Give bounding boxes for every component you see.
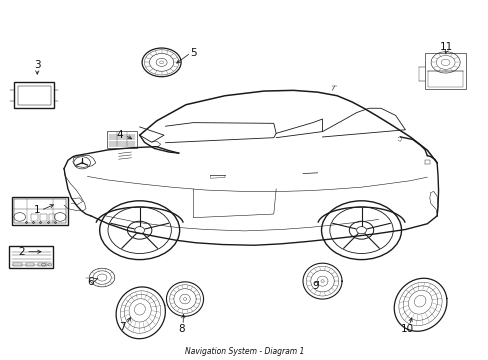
Bar: [31, 214, 38, 221]
Bar: [25, 263, 34, 266]
Text: 2: 2: [18, 247, 24, 257]
Text: 10: 10: [401, 324, 413, 334]
Bar: [13, 263, 22, 266]
Bar: [38, 263, 46, 266]
Text: 11: 11: [439, 42, 452, 52]
Bar: [14, 82, 54, 108]
Text: 8: 8: [178, 324, 184, 334]
Bar: [427, 71, 463, 87]
Text: 1: 1: [34, 206, 41, 216]
Text: 3: 3: [34, 60, 41, 70]
Bar: [49, 214, 55, 221]
Bar: [40, 214, 46, 221]
Text: 9: 9: [311, 281, 318, 291]
Bar: [9, 246, 53, 268]
Text: 6: 6: [87, 277, 94, 287]
Bar: [424, 53, 466, 89]
Text: 5: 5: [190, 48, 196, 58]
Bar: [14, 199, 65, 223]
Bar: [107, 131, 137, 148]
Bar: [18, 86, 51, 105]
Text: 4: 4: [117, 130, 123, 140]
Text: Navigation System - Diagram 1: Navigation System - Diagram 1: [184, 347, 304, 356]
Text: 7: 7: [119, 322, 125, 332]
